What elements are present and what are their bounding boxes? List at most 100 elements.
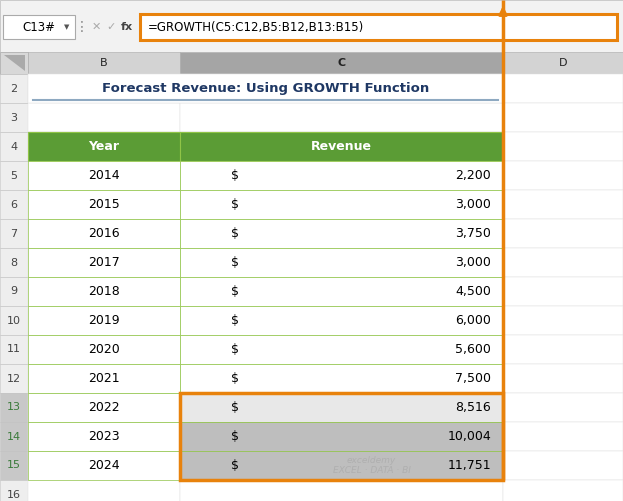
Bar — [0, 52, 623, 501]
Bar — [180, 393, 503, 480]
Text: ✕: ✕ — [92, 22, 101, 32]
Text: $: $ — [231, 314, 239, 327]
Bar — [28, 277, 180, 306]
Text: ▼: ▼ — [64, 24, 70, 30]
Text: C13#: C13# — [22, 21, 55, 34]
Bar — [180, 422, 503, 451]
Bar — [180, 161, 503, 190]
Text: ✓: ✓ — [107, 22, 116, 32]
Text: $: $ — [231, 401, 239, 414]
Bar — [0, 277, 28, 306]
Text: $: $ — [231, 256, 239, 269]
Bar — [503, 422, 623, 451]
Bar — [503, 248, 623, 277]
Bar — [28, 451, 180, 480]
Bar — [180, 393, 503, 422]
Text: $: $ — [231, 459, 239, 472]
Text: 3: 3 — [11, 113, 17, 123]
Bar — [503, 393, 623, 422]
Text: 2021: 2021 — [88, 372, 120, 385]
Bar — [0, 364, 28, 393]
Bar — [28, 335, 180, 364]
Bar — [180, 364, 503, 393]
Text: 3,000: 3,000 — [455, 256, 491, 269]
Bar — [0, 161, 28, 190]
Bar — [28, 306, 180, 335]
Text: 8: 8 — [11, 258, 17, 268]
Text: Revenue: Revenue — [311, 140, 372, 153]
Bar — [0, 306, 28, 335]
Text: $: $ — [231, 285, 239, 298]
Bar — [28, 393, 180, 422]
Text: ⋮: ⋮ — [75, 20, 89, 34]
Text: 12: 12 — [7, 374, 21, 383]
Bar — [503, 103, 623, 132]
Text: $: $ — [231, 372, 239, 385]
Text: 15: 15 — [7, 460, 21, 470]
Bar — [503, 451, 623, 480]
Bar — [503, 219, 623, 248]
Bar — [28, 132, 180, 161]
Bar — [28, 52, 180, 74]
Text: 11,751: 11,751 — [447, 459, 491, 472]
Bar — [180, 248, 503, 277]
Text: 9: 9 — [11, 287, 17, 297]
Bar — [28, 480, 180, 501]
Text: D: D — [559, 58, 568, 68]
Text: 7: 7 — [11, 228, 17, 238]
Bar — [0, 393, 28, 422]
Text: exceldemy
EXCEL · DATA · BI: exceldemy EXCEL · DATA · BI — [333, 456, 411, 475]
Bar — [180, 190, 503, 219]
Text: 2017: 2017 — [88, 256, 120, 269]
Bar — [180, 219, 503, 248]
Text: 2: 2 — [11, 84, 17, 94]
Bar — [0, 52, 28, 74]
Bar — [503, 190, 623, 219]
Text: 2018: 2018 — [88, 285, 120, 298]
Text: 2020: 2020 — [88, 343, 120, 356]
Text: 3,000: 3,000 — [455, 198, 491, 211]
Bar — [28, 161, 180, 190]
Bar — [503, 277, 623, 306]
Bar — [28, 132, 180, 161]
Text: 11: 11 — [7, 345, 21, 355]
Text: Forecast Revenue: Using GROWTH Function: Forecast Revenue: Using GROWTH Function — [102, 82, 429, 95]
Bar — [28, 451, 180, 480]
Text: Year: Year — [88, 140, 120, 153]
Text: 14: 14 — [7, 431, 21, 441]
Bar — [28, 422, 180, 451]
Bar — [180, 364, 503, 393]
Text: $: $ — [231, 227, 239, 240]
Bar — [0, 335, 28, 364]
Bar — [28, 74, 180, 103]
Bar — [180, 190, 503, 219]
Text: 10,004: 10,004 — [447, 430, 491, 443]
Bar — [0, 480, 28, 501]
Bar — [0, 451, 28, 480]
Text: B: B — [100, 58, 108, 68]
Text: 13: 13 — [7, 402, 21, 412]
Bar — [28, 219, 180, 248]
Text: 10: 10 — [7, 316, 21, 326]
Bar — [28, 103, 180, 132]
Bar — [503, 132, 623, 161]
Text: 5,600: 5,600 — [455, 343, 491, 356]
Bar — [0, 190, 28, 219]
Bar — [28, 248, 180, 277]
Text: 2023: 2023 — [88, 430, 120, 443]
Bar — [503, 480, 623, 501]
Text: 2019: 2019 — [88, 314, 120, 327]
Text: $: $ — [231, 198, 239, 211]
Text: 4: 4 — [11, 141, 17, 151]
Bar — [180, 335, 503, 364]
Text: 2014: 2014 — [88, 169, 120, 182]
Text: fx: fx — [121, 22, 133, 32]
Bar — [180, 248, 503, 277]
Text: =GROWTH(C5:C12,B5:B12,B13:B15): =GROWTH(C5:C12,B5:B12,B13:B15) — [148, 21, 364, 34]
Bar — [28, 364, 180, 393]
Text: $: $ — [231, 169, 239, 182]
Bar — [503, 52, 623, 74]
Bar — [140, 14, 617, 40]
Bar — [503, 364, 623, 393]
Bar — [180, 277, 503, 306]
